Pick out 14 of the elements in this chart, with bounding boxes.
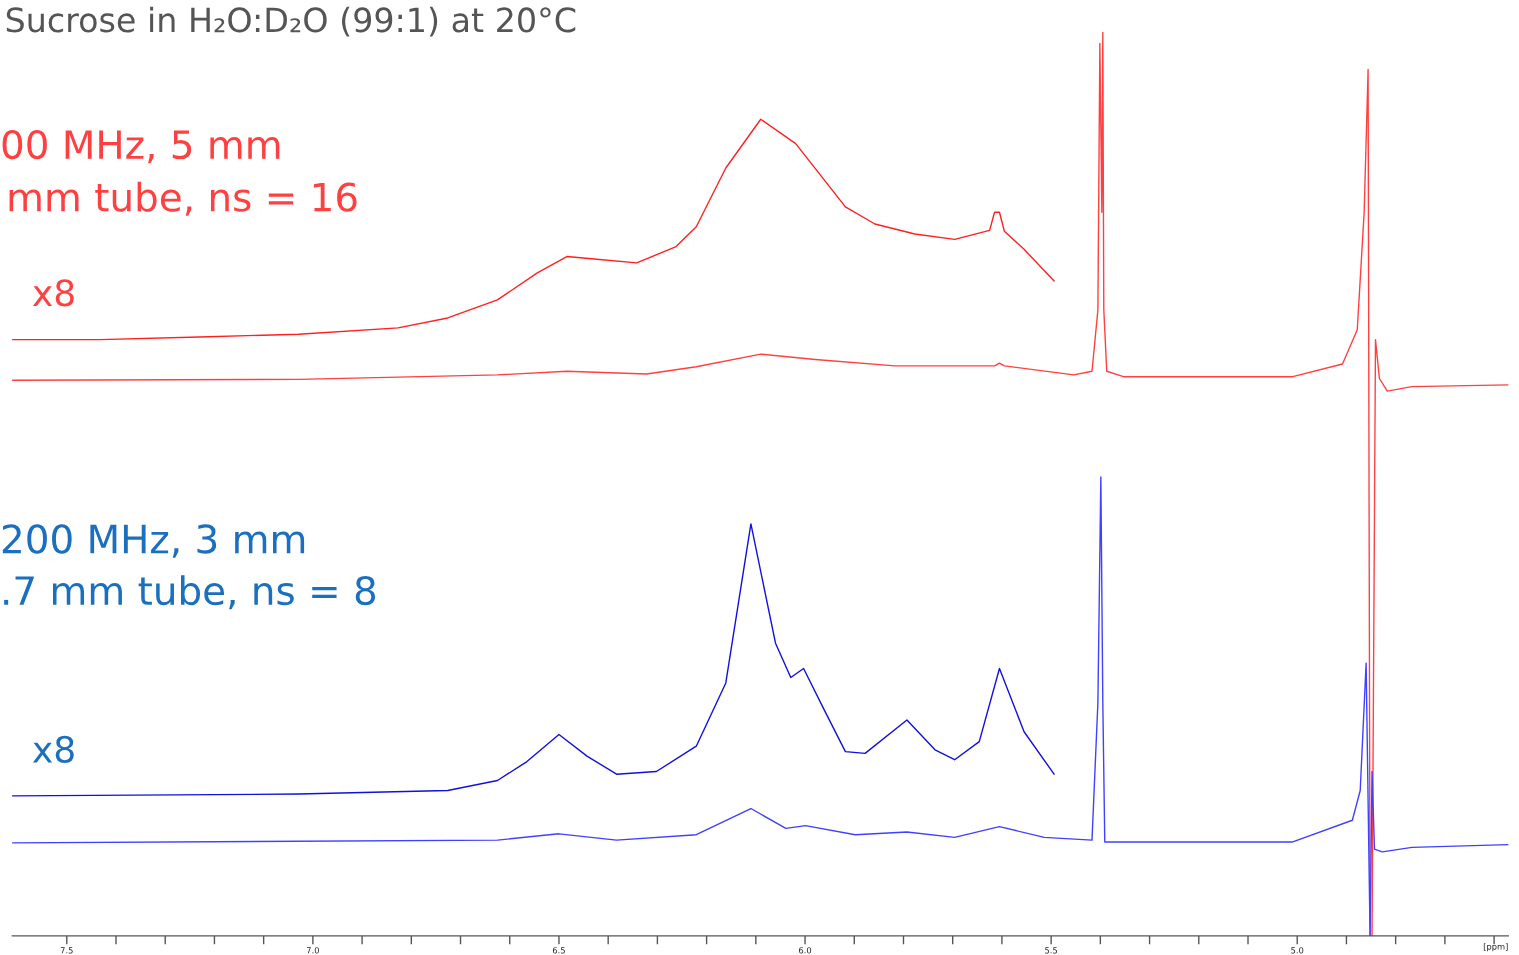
- annotation: mm tube, ns = 16: [9, 181, 357, 216]
- chart-title: Sucrose in H₂O:D₂O (99:1) at 20°C: [6, 6, 576, 37]
- x-axis-title: [ppm]: [1483, 943, 1508, 952]
- x-tick-label: 5.5: [1045, 947, 1058, 954]
- x-tick-label: 6.5: [552, 947, 565, 954]
- annotation: 00 MHz, 5 mm: [2, 129, 280, 164]
- annotation: x8: [32, 735, 74, 764]
- annotation: .7 mm tube, ns = 8: [4, 575, 376, 610]
- x-tick-label: 7.0: [306, 947, 319, 954]
- annotation: x8: [32, 279, 74, 307]
- x-tick-label: 6.0: [799, 947, 812, 954]
- x-tick-label: 7.5: [60, 947, 73, 954]
- annotation: 200 MHz, 3 mm: [2, 524, 305, 558]
- x-tick-label: 5.0: [1291, 947, 1304, 954]
